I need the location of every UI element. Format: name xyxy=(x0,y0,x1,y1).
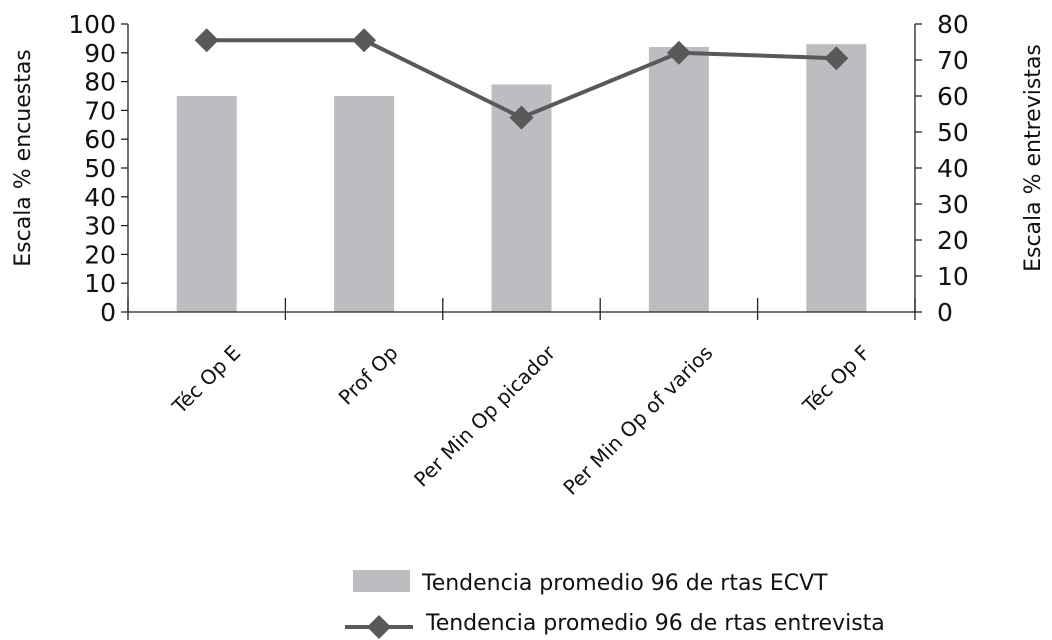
left-tick-label: 30 xyxy=(84,212,116,241)
left-tick-label: 20 xyxy=(84,240,116,269)
right-tick-label: 80 xyxy=(937,10,969,39)
left-tick-label: 100 xyxy=(68,10,116,39)
bar-2 xyxy=(334,96,395,312)
bar-5 xyxy=(806,44,867,312)
bar-1 xyxy=(176,96,237,312)
bars-group xyxy=(176,44,867,312)
left-tick-label: 90 xyxy=(84,39,116,68)
line-series-group xyxy=(194,28,849,130)
legend-line-label: Tendencia promedio 96 de rtas entrevista xyxy=(425,611,885,636)
left-axis-title: Escala % encuestas xyxy=(11,49,36,267)
line-point-5 xyxy=(824,46,849,71)
x-axis-ticks xyxy=(127,298,916,320)
legend-bar-label: Tendencia promedio 96 de rtas ECVT xyxy=(421,571,828,596)
right-tick-label: 0 xyxy=(937,298,953,327)
right-tick-label: 70 xyxy=(937,46,969,75)
category-label: Prof Op xyxy=(334,341,403,410)
left-tick-label: 40 xyxy=(84,183,116,212)
line-point-2 xyxy=(352,28,377,53)
category-label: Téc Op E xyxy=(167,341,245,419)
left-tick-label: 50 xyxy=(84,154,116,183)
legend-line-marker xyxy=(367,615,391,639)
right-axis-ticks: 0 10 20 30 40 50 60 70 80 xyxy=(915,10,969,327)
bar-4 xyxy=(648,47,709,312)
right-tick-label: 20 xyxy=(937,226,969,255)
category-label: Per Min Op picador xyxy=(409,340,561,492)
right-axis-title: Escala % entrevistas xyxy=(1021,44,1046,272)
line-point-3 xyxy=(509,105,534,130)
left-tick-label: 10 xyxy=(84,269,116,298)
line-point-1 xyxy=(194,28,219,53)
left-tick-label: 70 xyxy=(84,96,116,125)
category-label: Per Min Op of varios xyxy=(558,341,717,500)
category-label: Téc Op F xyxy=(797,341,875,419)
legend: Tendencia promedio 96 de rtas ECVT Tende… xyxy=(345,570,885,639)
right-tick-label: 50 xyxy=(937,118,969,147)
right-tick-label: 60 xyxy=(937,82,969,111)
left-tick-label: 60 xyxy=(84,125,116,154)
line-point-4 xyxy=(666,40,691,65)
right-tick-label: 40 xyxy=(937,154,969,183)
right-tick-label: 10 xyxy=(937,262,969,291)
right-tick-label: 30 xyxy=(937,190,969,219)
left-tick-label: 80 xyxy=(84,68,116,97)
left-tick-label: 0 xyxy=(100,298,116,327)
legend-bar-swatch xyxy=(353,570,410,592)
